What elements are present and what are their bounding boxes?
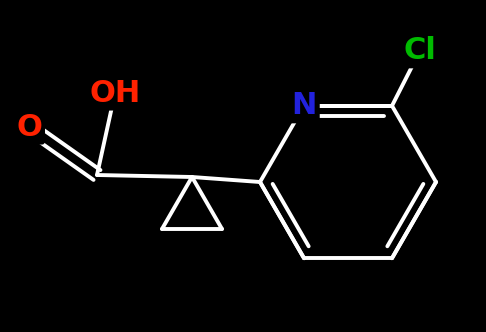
Text: OH: OH (89, 78, 140, 108)
Text: O: O (16, 113, 42, 141)
Text: N: N (291, 91, 317, 120)
Text: Cl: Cl (403, 36, 436, 65)
